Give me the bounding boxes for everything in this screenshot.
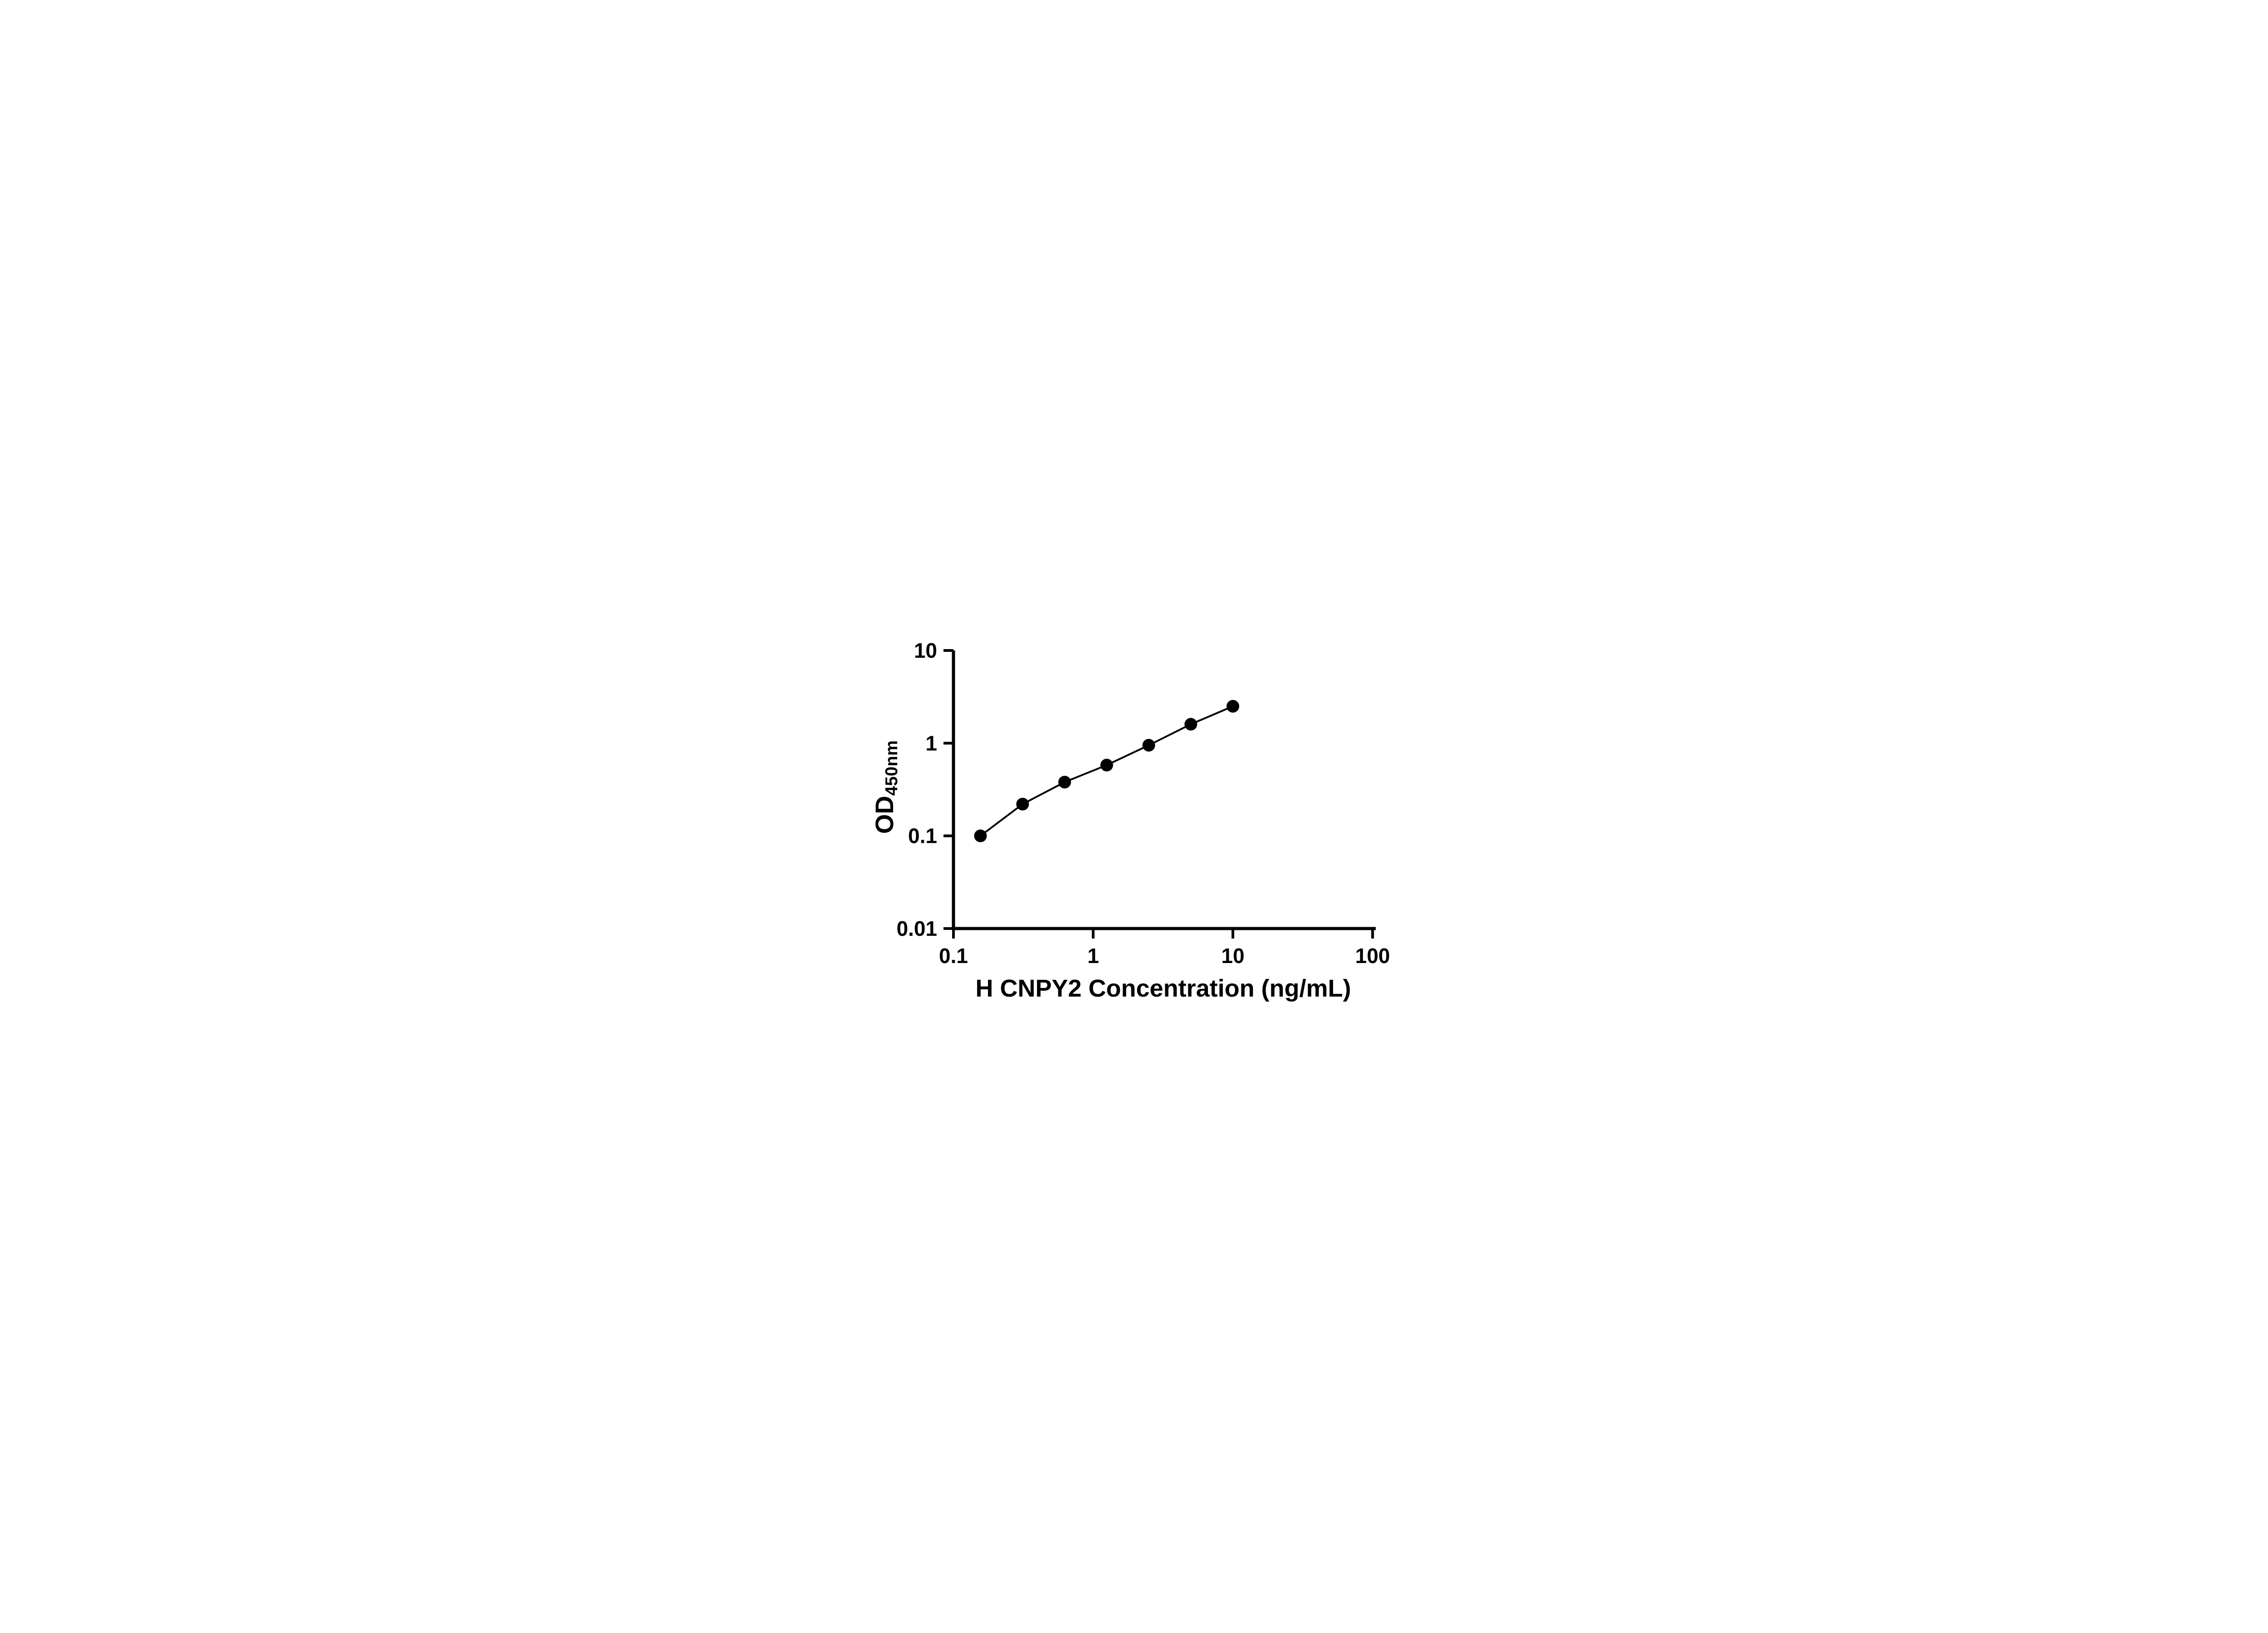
x-tick-label: 10 — [1221, 944, 1244, 968]
data-point — [973, 829, 987, 842]
y-tick-label: 0.1 — [908, 824, 937, 848]
y-tick-label: 1 — [925, 731, 937, 755]
data-point — [1016, 797, 1029, 811]
y-tick-label: 10 — [914, 639, 937, 662]
data-point — [1100, 758, 1113, 772]
standard-curve-figure: 0.1 1 10 100 0.01 0.1 1 10 OD450nm H CNPY2 Conc… — [842, 612, 1426, 1021]
data-point — [1226, 700, 1239, 713]
x-axis-label: H CNPY2 Concentration (ng/mL) — [975, 975, 1351, 1002]
data-point — [1184, 718, 1197, 731]
y-tick-label: 0.01 — [896, 917, 937, 940]
y-axis-label-subscript: 450nm — [882, 740, 901, 796]
y-axis-label: OD450nm — [870, 740, 901, 834]
data-point — [1142, 738, 1155, 752]
x-tick-label: 0.1 — [939, 944, 968, 968]
y-axis-label-main: OD — [870, 796, 899, 834]
x-tick-label: 1 — [1087, 944, 1099, 968]
x-tick-label: 100 — [1355, 944, 1390, 968]
data-point — [1058, 776, 1071, 789]
